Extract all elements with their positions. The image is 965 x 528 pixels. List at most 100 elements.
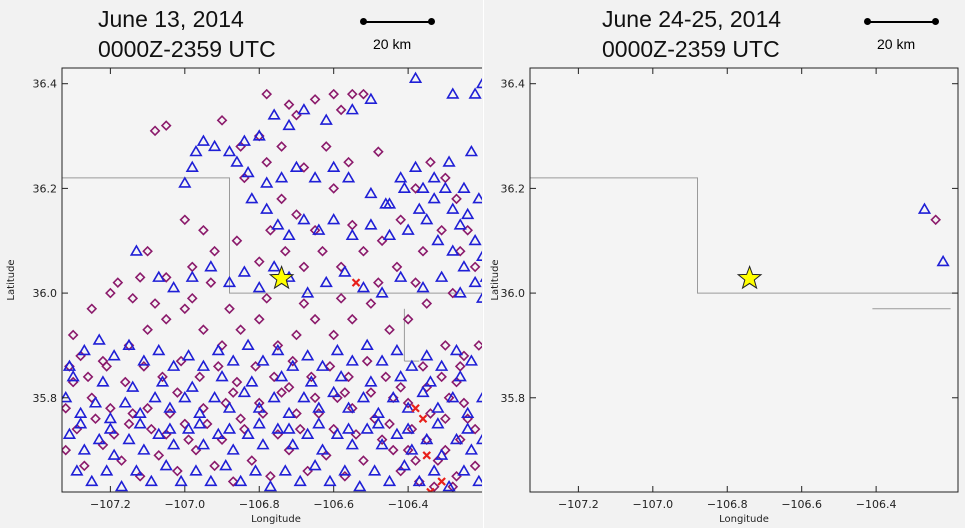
triangle-marker [114,479,129,492]
y-tick-label: 36.0 [501,287,526,300]
cross-marker [418,414,428,423]
diamond-marker [90,413,101,425]
triangle-marker [308,459,322,471]
triangle-marker [144,474,158,487]
triangle-marker [189,144,203,157]
triangle-marker [222,144,237,157]
triangle-marker [178,390,192,403]
triangle-marker [446,87,460,99]
triangle-marker [341,422,356,434]
panel-title-time: 0000Z-2359 UTC [602,36,780,62]
triangle-marker [293,474,307,487]
triangle-marker [92,333,106,345]
diamond-marker [373,277,384,288]
diamond-marker [224,303,235,315]
triangle-marker [312,223,326,235]
triangle-marker [360,338,374,350]
triangle-marker [427,171,441,183]
triangle-marker [237,134,251,146]
diamond-marker [328,183,340,194]
triangle-marker [457,260,471,272]
cross-marker [426,487,435,492]
triangle-marker [382,474,397,487]
diamond-marker [86,303,98,315]
triangle-marker [74,417,88,429]
diamond-marker [86,392,98,404]
scale-bar-end [932,18,939,25]
diamond-marker [283,381,295,393]
diamond-marker [160,272,172,283]
triangle-marker [330,343,344,356]
diamond-marker [343,371,354,383]
diamond-marker [328,88,340,100]
triangle-marker [77,343,91,356]
triangle-marker [382,228,397,241]
triangle-marker [178,176,192,188]
triangle-marker [416,181,430,193]
diamond-marker [306,371,317,383]
diamond-marker [335,292,347,304]
triangle-marker [189,464,203,476]
triangle-marker [438,181,452,193]
diamond-marker [328,423,340,435]
diamond-marker [395,214,407,226]
triangle-marker [282,228,296,241]
triangle-marker [446,202,460,214]
diamond-marker [153,450,165,461]
diamond-marker [261,156,273,168]
triangle-marker [368,464,382,476]
diamond-marker [469,423,481,435]
triangle-marker [185,160,199,173]
triangle-marker [282,406,296,419]
triangle-marker [297,213,311,225]
triangle-marker [211,343,225,356]
triangle-marker [468,275,482,288]
triangle-marker [431,233,445,246]
triangle-marker [185,380,199,392]
diamond-marker [101,361,112,372]
diamond-marker [67,329,79,341]
diamond-marker [134,272,146,283]
diamond-marker [294,423,306,435]
diamond-marker [172,387,183,398]
diamond-marker [142,245,153,257]
triangle-marker [301,286,315,298]
triangle-marker [304,375,318,387]
triangle-marker [252,417,266,429]
triangle-marker [394,370,408,382]
diamond-marker [268,371,280,383]
triangle-marker [163,401,177,413]
triangle-marker [435,359,449,371]
triangle-marker [416,385,430,398]
diamond-marker [142,324,153,336]
triangle-marker [308,171,322,183]
diamond-marker [183,434,194,445]
triangle-marker [126,380,140,392]
triangle-marker [453,286,467,298]
diamond-marker [123,418,135,430]
triangle-marker [364,186,378,199]
diamond-marker [469,261,481,273]
triangle-marker [92,432,106,445]
triangle-marker [167,438,181,450]
diamond-marker [410,455,421,466]
triangle-marker [208,139,222,152]
triangle-marker [148,390,162,403]
diamond-marker [365,387,377,398]
y-tick-label: 36.4 [33,78,58,91]
triangle-marker [386,390,400,403]
scale-bar-line [866,21,936,23]
diamond-marker [235,324,246,336]
triangle-marker [215,370,229,382]
x-tick-label: −107.0 [632,498,673,511]
triangle-marker [155,375,170,387]
triangle-marker [446,244,460,256]
diamond-marker [402,313,414,325]
triangle-marker [152,427,166,439]
diamond-marker [261,292,273,304]
diamond-marker [447,287,459,299]
diamond-marker [346,88,358,100]
diamond-marker [201,418,213,430]
diamond-marker [387,444,399,456]
triangle-marker [204,260,218,272]
